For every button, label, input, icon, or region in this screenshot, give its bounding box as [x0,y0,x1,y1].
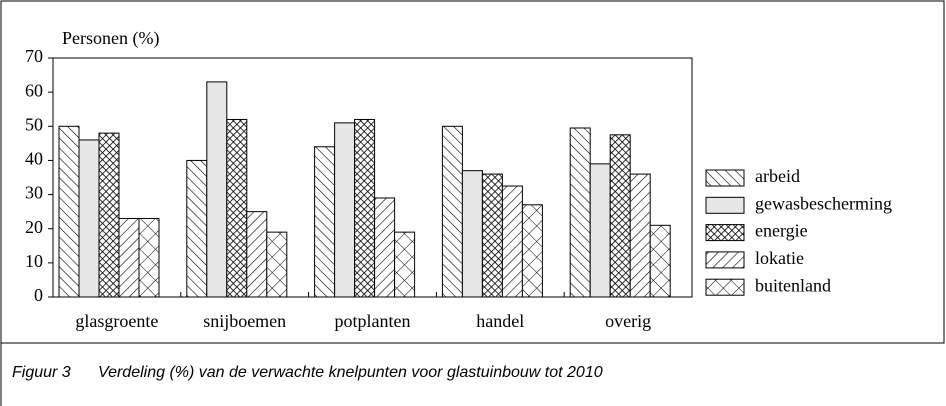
bar [521,204,543,298]
y-tick-label: 60 [25,80,43,100]
bar [354,118,376,298]
bar [569,127,591,298]
bar [206,81,228,298]
bar [118,217,140,298]
y-tick-label: 70 [25,46,43,66]
x-tick-label: snijboemen [203,311,286,331]
bar [374,197,396,298]
x-tick-label: overig [605,311,651,331]
bar [138,217,160,298]
bar [186,159,208,298]
bar [589,163,611,298]
bar [481,173,503,298]
bar [609,134,631,298]
y-tick-label: 20 [25,217,43,237]
bar [226,118,248,298]
legend-swatch [705,196,745,214]
y-tick-label: 40 [25,149,43,169]
caption-label: Figuur 3 [12,364,71,381]
bar [78,139,100,298]
y-tick-label: 10 [25,251,43,271]
bar [314,146,336,298]
x-tick-label: potplanten [335,311,411,331]
legend-swatch [705,224,745,242]
bar [394,231,416,298]
bar [58,125,80,298]
legend-label: gewasbescherming [755,193,892,213]
bar [266,231,288,298]
caption-text: Verdeling (%) van de verwachte knelpunte… [98,364,603,381]
y-tick-label: 30 [25,183,43,203]
bar [501,185,523,298]
legend-label: lokatie [755,248,804,268]
bar [334,122,356,298]
bar [649,224,671,298]
y-tick-label: 0 [34,285,43,305]
bar [441,125,463,298]
legend-swatch [705,278,745,296]
bar [246,211,268,298]
legend-label: buitenland [755,275,831,295]
legend-label: arbeid [755,166,800,186]
x-tick-label: glasgroente [75,311,158,331]
bar [629,173,651,298]
y-tick-label: 50 [25,114,43,134]
y-axis-label: Personen (%) [62,28,159,49]
legend-label: energie [755,221,808,241]
legend-swatch [705,169,745,187]
x-tick-label: handel [476,311,524,331]
legend-swatch [705,251,745,269]
bar [98,132,120,298]
bar [461,170,483,298]
figure-frame [0,0,945,344]
